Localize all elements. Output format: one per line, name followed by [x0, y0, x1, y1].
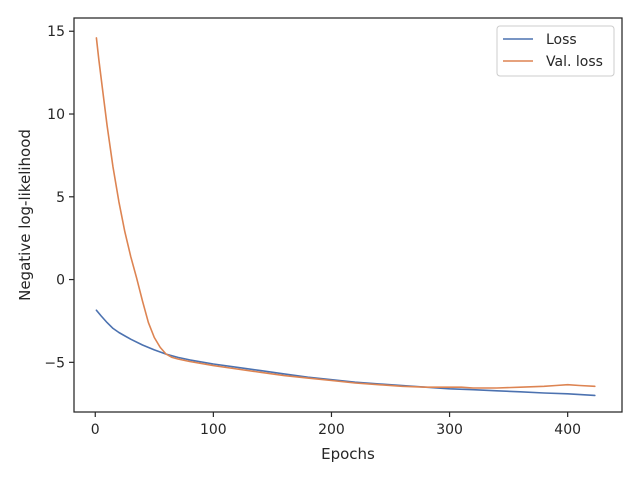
- y-tick-label: 5: [56, 190, 65, 206]
- y-tick-label: 0: [56, 273, 65, 289]
- series-line-val-loss: [95, 37, 596, 389]
- x-tick-label: 0: [91, 422, 100, 438]
- legend-label-val-loss: Val. loss: [546, 54, 603, 70]
- y-axis-label: Negative log-likelihood: [16, 129, 34, 301]
- series-line-loss: [95, 309, 596, 397]
- legend: Loss Val. loss: [496, 25, 615, 77]
- plot-frame: [73, 17, 623, 413]
- x-axis: 0 100 200 300 400: [91, 412, 581, 438]
- x-tick-label: 200: [318, 422, 345, 438]
- y-tick-label: 10: [47, 107, 65, 123]
- x-axis-label: Epochs: [321, 445, 375, 463]
- y-tick-label: 15: [47, 24, 65, 40]
- y-tick-label: −5: [44, 355, 65, 371]
- x-tick-label: 400: [554, 422, 581, 438]
- y-axis: −5 0 5 10 15: [44, 24, 74, 371]
- legend-label-loss: Loss: [546, 32, 577, 48]
- x-tick-label: 300: [436, 422, 463, 438]
- x-tick-label: 100: [200, 422, 227, 438]
- series-layer: [95, 37, 596, 397]
